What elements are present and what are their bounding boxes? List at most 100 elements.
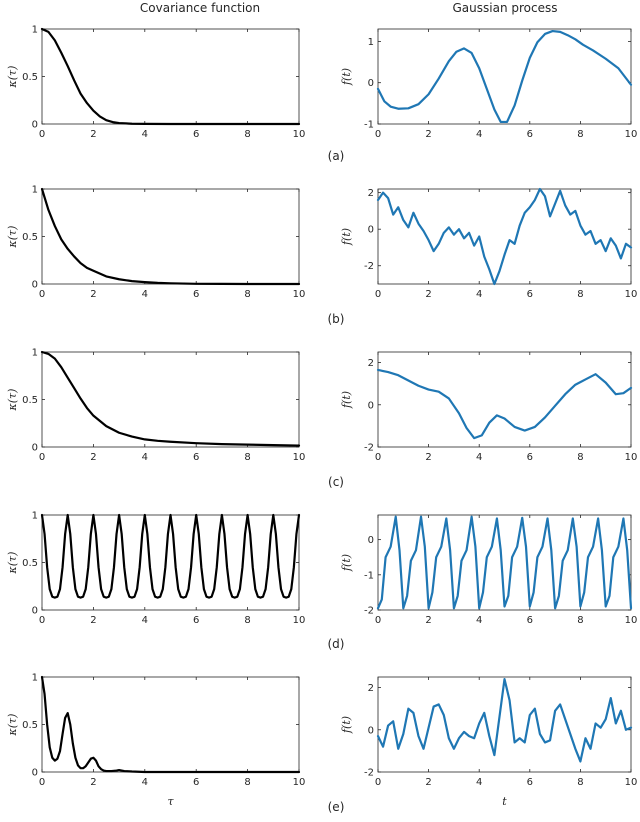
x-tick-label: 6 [193, 615, 199, 626]
y-axis-label: κ(τ) [6, 552, 19, 575]
x-tick-label: 0 [39, 129, 45, 140]
x-axis-label: τ [167, 795, 174, 808]
axes-frame [41, 514, 300, 611]
series-line-b-right [376, 187, 633, 286]
y-tick-label: 0.5 [22, 558, 38, 569]
x-tick-label: 6 [527, 615, 533, 626]
x-tick-label: 4 [142, 452, 148, 463]
y-tick-label: -2 [364, 768, 374, 779]
x-tick-label: 4 [476, 452, 482, 463]
y-tick-label: 0 [32, 606, 38, 617]
x-tick-label: 10 [625, 777, 638, 788]
series-line-e-left [40, 675, 301, 774]
x-tick-label: 8 [244, 452, 250, 463]
x-tick-label: 4 [142, 615, 148, 626]
y-axis-label: κ(τ) [6, 389, 19, 412]
y-tick-label: 1 [32, 673, 38, 684]
chart-panel-b-right: 0 2 4 6 8 10 -2 0 2 f(t) [340, 187, 638, 300]
chart-panel-a-left: 0 2 4 6 8 10 0 0.5 1 κ(τ) [6, 25, 305, 141]
y-axis-label: κ(τ) [6, 66, 19, 89]
y-axis-label: f(t) [340, 554, 353, 572]
y-tick-label: 0 [32, 768, 38, 779]
panel-label-c: (c) [328, 475, 344, 489]
series-line-b-left [40, 187, 301, 286]
y-tick-label: 0 [368, 225, 374, 236]
x-tick-label: 10 [293, 129, 306, 140]
x-tick-label: 2 [90, 777, 96, 788]
y-axis-label: κ(τ) [6, 714, 19, 737]
x-tick-label: 10 [625, 289, 638, 300]
y-tick-label: 2 [368, 188, 374, 199]
y-axis-label: f(t) [340, 716, 353, 734]
x-tick-label: 0 [39, 615, 45, 626]
panel-label-b: (b) [328, 312, 345, 326]
chart-panel-d-left: 0 2 4 6 8 10 0 0.5 1 κ(τ) [6, 511, 305, 627]
axes-frame [41, 676, 300, 773]
x-tick-label: 2 [425, 777, 431, 788]
x-tick-label: 2 [90, 452, 96, 463]
x-tick-label: 4 [476, 289, 482, 300]
y-tick-label: -2 [364, 443, 374, 454]
y-tick-label: 0 [368, 78, 374, 89]
x-tick-label: 6 [527, 129, 533, 140]
y-tick-label: 0.5 [22, 232, 38, 243]
x-tick-label: 8 [577, 777, 583, 788]
x-tick-label: 0 [375, 615, 381, 626]
panel-label-d: (d) [328, 637, 345, 651]
series-line-e-right [376, 678, 633, 763]
y-tick-label: -1 [364, 120, 374, 131]
y-tick-label: 1 [368, 37, 374, 48]
y-axis-label: f(t) [340, 391, 353, 409]
x-tick-label: 6 [527, 289, 533, 300]
y-tick-label: 0 [368, 400, 374, 411]
x-tick-label: 6 [527, 777, 533, 788]
x-tick-label: 4 [476, 777, 482, 788]
y-tick-label: 1 [32, 511, 38, 522]
x-tick-label: 6 [193, 289, 199, 300]
x-tick-label: 10 [293, 777, 306, 788]
y-axis-label: κ(τ) [6, 226, 19, 249]
y-tick-label: -2 [364, 261, 374, 272]
x-tick-label: 6 [193, 777, 199, 788]
y-tick-label: 0.5 [22, 395, 38, 406]
series-line-d-right [376, 515, 633, 610]
y-tick-label: 1 [32, 185, 38, 196]
x-tick-label: 2 [90, 289, 96, 300]
x-tick-label: 10 [293, 615, 306, 626]
y-tick-label: 2 [368, 358, 374, 369]
x-tick-label: 0 [375, 129, 381, 140]
x-tick-label: 2 [90, 615, 96, 626]
x-tick-label: 6 [193, 452, 199, 463]
chart-panel-c-left: 0 2 4 6 8 10 0 0.5 1 κ(τ) [6, 348, 305, 464]
x-tick-label: 10 [293, 289, 306, 300]
y-tick-label: 0.5 [22, 72, 38, 83]
x-tick-label: 0 [39, 777, 45, 788]
panel-label-a: (a) [328, 149, 345, 163]
x-tick-label: 0 [39, 289, 45, 300]
x-tick-label: 10 [293, 452, 306, 463]
x-tick-label: 2 [425, 289, 431, 300]
x-tick-label: 10 [625, 452, 638, 463]
axes-frame [377, 188, 632, 285]
axes-frame [41, 28, 300, 125]
series-line-c-right [376, 368, 633, 440]
y-tick-label: 0 [32, 120, 38, 131]
y-tick-label: 1 [32, 348, 38, 359]
axes-frame [377, 676, 632, 773]
x-tick-label: 6 [527, 452, 533, 463]
y-tick-label: 2 [368, 683, 374, 694]
panel-label-e: (e) [328, 800, 345, 814]
y-tick-label: 1 [32, 25, 38, 36]
chart-panel-d-right: 0 2 4 6 8 10 -2 -1 0 f(t) [340, 514, 637, 626]
x-tick-label: 6 [193, 129, 199, 140]
column-title-covariance: Covariance function [140, 1, 260, 15]
x-tick-label: 8 [577, 615, 583, 626]
chart-panel-e-left: 0 2 4 6 8 10 0 0.5 1 κ(τ) τ [6, 673, 305, 809]
y-tick-label: 0 [368, 535, 374, 546]
column-title-gaussian-process: Gaussian process [453, 1, 558, 15]
x-tick-label: 8 [577, 452, 583, 463]
